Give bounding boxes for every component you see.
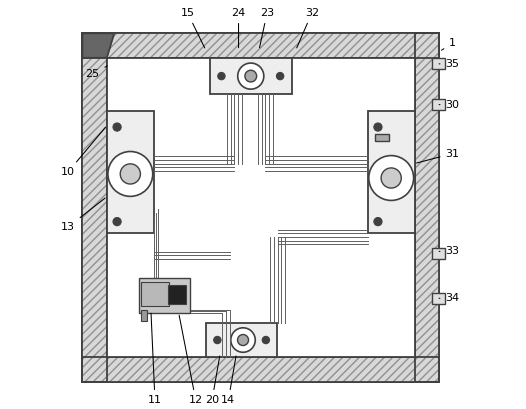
Circle shape [113,123,121,131]
Circle shape [113,218,121,226]
Bar [368,111,414,233]
Bar [414,33,439,382]
Text: 24: 24 [231,8,246,47]
Polygon shape [83,33,114,58]
Bar [139,278,190,312]
Bar [83,357,439,382]
Circle shape [238,335,248,346]
Bar [375,134,389,142]
Circle shape [277,72,284,80]
Bar [141,282,169,306]
Bar [107,111,154,233]
Text: 15: 15 [180,8,205,48]
Bar [432,58,445,70]
Text: 34: 34 [439,293,460,303]
Circle shape [374,123,382,131]
Bar [432,293,445,304]
Bar [432,248,445,259]
Bar [210,58,291,94]
Text: 32: 32 [297,8,319,48]
Circle shape [245,70,257,82]
Bar [141,310,147,321]
Text: 23: 23 [259,8,274,48]
Bar [107,58,414,357]
Circle shape [238,63,264,89]
Text: 25: 25 [86,66,107,79]
Bar [83,33,439,382]
Text: 13: 13 [61,198,105,232]
Bar [83,33,107,382]
Circle shape [381,168,401,188]
Text: 31: 31 [417,148,460,163]
Circle shape [374,218,382,226]
Text: 1: 1 [441,38,456,50]
Bar [432,99,445,110]
Circle shape [262,336,269,344]
Text: 14: 14 [221,356,236,405]
Text: 20: 20 [205,356,220,405]
Circle shape [214,336,221,344]
Bar [83,33,107,382]
Bar [83,33,439,58]
Bar [414,33,439,382]
Circle shape [369,155,413,200]
Text: 33: 33 [439,246,460,256]
Text: 30: 30 [439,100,460,110]
Text: 35: 35 [439,59,460,69]
Circle shape [120,164,140,184]
Circle shape [218,72,225,80]
Text: 11: 11 [148,313,162,405]
Circle shape [108,151,153,196]
Bar [206,323,277,357]
Circle shape [231,328,255,352]
Text: 10: 10 [61,127,106,177]
Bar [83,357,439,382]
Text: 12: 12 [179,315,203,405]
Bar [168,285,186,304]
Bar [83,33,439,58]
